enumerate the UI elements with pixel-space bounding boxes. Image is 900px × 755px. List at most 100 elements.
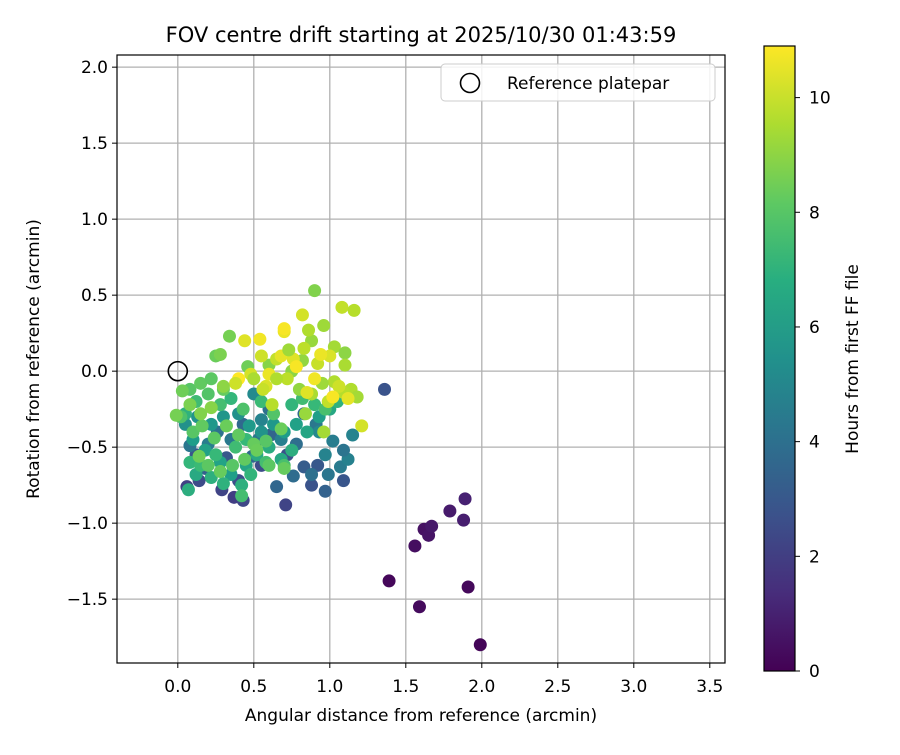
- data-point: [318, 484, 332, 498]
- data-point: [204, 471, 218, 485]
- data-point: [326, 390, 340, 404]
- y-tick-label: 0.5: [81, 286, 108, 306]
- y-tick-label: −1.0: [67, 514, 108, 534]
- y-tick-label: 1.0: [81, 210, 108, 230]
- data-point: [408, 539, 422, 553]
- data-point: [338, 358, 352, 372]
- data-point: [209, 448, 223, 462]
- data-point: [254, 349, 268, 363]
- data-point: [238, 334, 252, 348]
- data-point: [216, 379, 230, 393]
- data-point: [229, 440, 243, 454]
- data-point: [289, 360, 303, 374]
- data-point: [425, 519, 439, 533]
- data-point: [175, 384, 189, 398]
- data-point: [256, 382, 270, 396]
- data-point: [279, 498, 293, 512]
- data-point: [229, 376, 243, 390]
- data-point: [317, 425, 331, 439]
- y-axis-label: Rotation from reference (arcmin): [24, 219, 44, 499]
- data-point: [335, 300, 349, 314]
- data-point: [382, 574, 396, 588]
- data-point: [254, 395, 268, 409]
- data-point: [274, 422, 288, 436]
- colorbar-tick-label: 10: [809, 89, 831, 109]
- data-point: [235, 489, 249, 503]
- colorbar-gradient: [764, 46, 795, 671]
- data-point: [311, 458, 325, 472]
- y-tick-label: 2.0: [81, 58, 108, 78]
- data-point: [224, 392, 238, 406]
- data-point: [195, 419, 209, 433]
- x-tick-label: 1.0: [316, 677, 343, 697]
- data-points: [169, 284, 487, 652]
- data-point: [201, 387, 215, 401]
- data-point: [473, 638, 487, 652]
- data-point: [207, 431, 221, 445]
- data-point: [194, 376, 208, 390]
- data-point: [300, 425, 314, 439]
- data-point: [181, 483, 195, 497]
- data-point: [347, 303, 361, 317]
- data-point: [326, 434, 340, 448]
- data-point: [461, 580, 475, 594]
- data-point: [282, 343, 296, 357]
- data-point: [295, 308, 309, 322]
- data-point: [285, 443, 299, 457]
- x-axis-label: Angular distance from reference (arcmin): [245, 706, 597, 726]
- data-point: [285, 398, 299, 412]
- data-point: [302, 323, 316, 337]
- data-point: [247, 372, 261, 386]
- data-point: [378, 382, 392, 396]
- data-point: [286, 469, 300, 483]
- data-point: [317, 319, 331, 333]
- data-point: [222, 329, 236, 343]
- data-point: [219, 419, 233, 433]
- data-point: [300, 385, 314, 399]
- data-point: [242, 419, 256, 433]
- data-point: [216, 477, 230, 491]
- colorbar-tick-label: 8: [809, 203, 820, 223]
- data-point: [235, 478, 249, 492]
- data-point: [262, 458, 276, 472]
- data-point: [226, 458, 240, 472]
- data-point: [412, 600, 426, 614]
- data-point: [457, 513, 471, 527]
- legend-label: Reference platepar: [507, 74, 669, 94]
- data-point: [332, 379, 346, 393]
- chart-title: FOV centre drift starting at 2025/10/30 …: [166, 23, 677, 47]
- data-point: [253, 332, 267, 346]
- reference-point-marker: [167, 360, 189, 382]
- x-tick-label: 2.5: [544, 677, 571, 697]
- y-tick-label: 1.5: [81, 134, 108, 154]
- data-point: [280, 372, 294, 386]
- data-point: [305, 478, 319, 492]
- x-tick-label: 2.0: [468, 677, 495, 697]
- data-point: [318, 448, 332, 462]
- data-point: [238, 452, 252, 466]
- x-tick-label: 1.5: [392, 677, 419, 697]
- x-axis-ticks: 0.0 0.5 1.0 1.5 2.0 2.5 3.0 3.5: [164, 663, 723, 697]
- data-point: [270, 480, 284, 494]
- data-point: [201, 458, 215, 472]
- y-tick-label: −1.5: [67, 590, 108, 610]
- data-point: [308, 398, 322, 412]
- data-point: [308, 372, 322, 386]
- y-tick-label: −0.5: [67, 438, 108, 458]
- colorbar-tick-label: 6: [809, 318, 820, 338]
- data-point: [254, 413, 268, 427]
- data-point: [443, 504, 457, 518]
- data-point: [244, 468, 258, 482]
- plot-frame: [116, 54, 726, 664]
- data-point: [250, 443, 264, 457]
- data-point: [458, 492, 472, 506]
- x-tick-label: 3.5: [696, 677, 723, 697]
- grid: [117, 55, 725, 663]
- x-tick-label: 0.0: [164, 677, 191, 697]
- data-point: [186, 425, 200, 439]
- data-point: [314, 347, 328, 361]
- data-point: [232, 428, 246, 442]
- colorbar-tick-label: 2: [809, 547, 820, 567]
- data-point: [270, 372, 284, 386]
